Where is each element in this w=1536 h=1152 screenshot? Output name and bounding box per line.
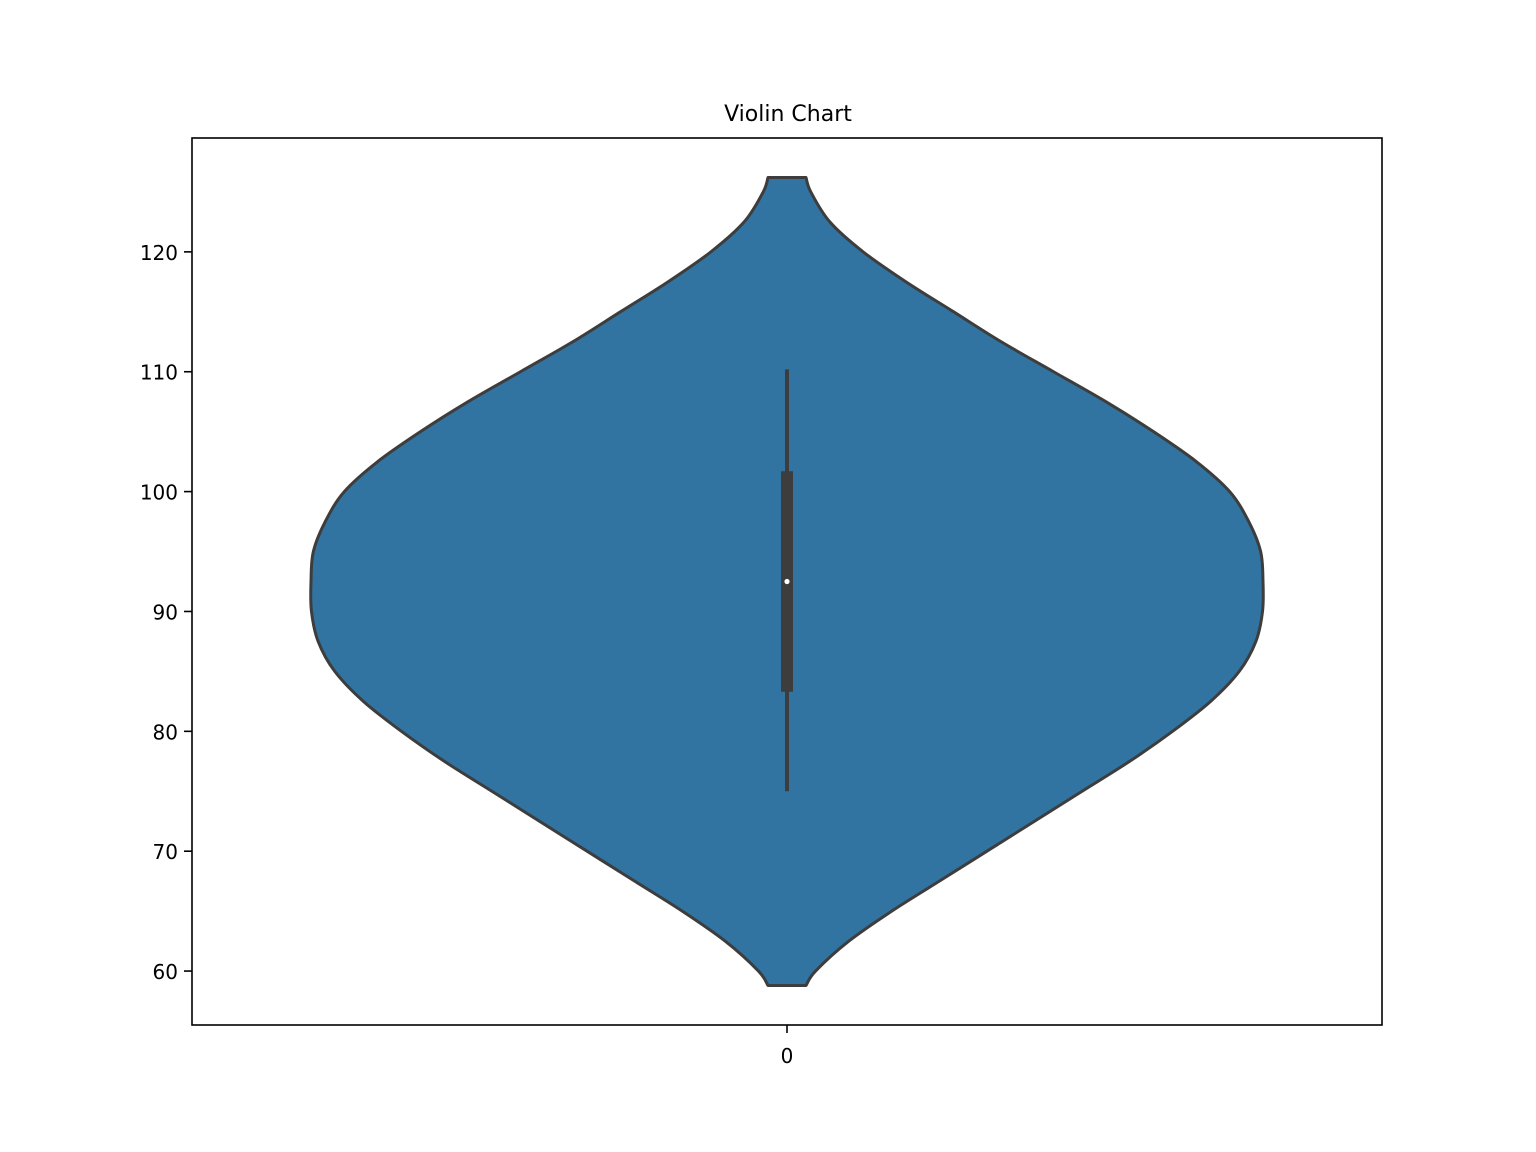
y-tick-label: 100 — [140, 481, 178, 505]
y-tick-label: 120 — [140, 241, 178, 265]
x-tick-label: 0 — [781, 1044, 794, 1068]
plot-frame — [191, 137, 1383, 1026]
y-axis: 60 70 80 90 100 110 120 — [140, 241, 192, 984]
x-axis: 0 — [781, 1025, 794, 1068]
violin-layer — [309, 176, 1265, 987]
y-tick-label: 90 — [153, 600, 178, 624]
y-tick-label: 80 — [153, 720, 178, 744]
y-tick-label: 60 — [153, 960, 178, 984]
y-tick-label: 110 — [140, 361, 178, 385]
chart-title: Violin Chart — [724, 102, 852, 127]
violin-median-point — [784, 578, 790, 585]
y-tick-label: 70 — [153, 840, 178, 864]
